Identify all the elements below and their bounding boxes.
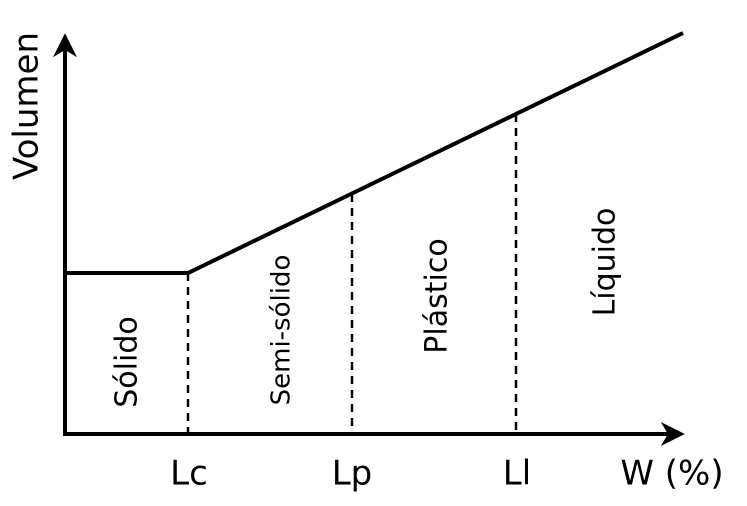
state-label: Líquido bbox=[588, 208, 623, 317]
state-label: Sólido bbox=[110, 316, 145, 407]
y-axis-label: Volumen bbox=[7, 32, 47, 180]
x-axis-label: W (%) bbox=[620, 454, 723, 494]
limit-label: Ll bbox=[503, 454, 531, 494]
state-label: Semi-sólido bbox=[267, 255, 297, 406]
state-label: Plástico bbox=[420, 238, 455, 353]
limit-label: Lp bbox=[332, 454, 373, 494]
limit-label: Lc bbox=[170, 454, 208, 494]
limit-lines bbox=[186, 114, 518, 434]
